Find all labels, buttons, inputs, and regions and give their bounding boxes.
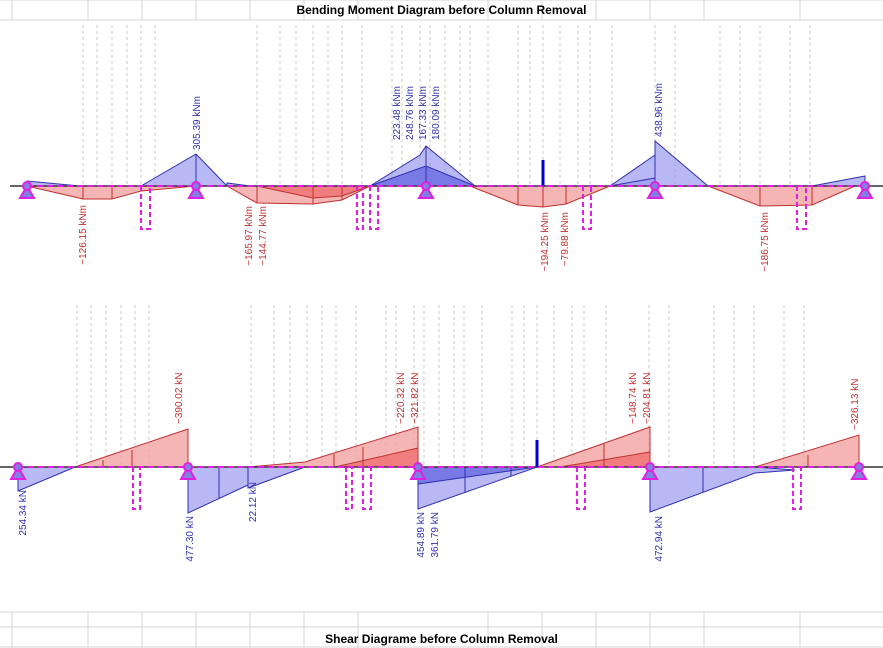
shear-diagram [0, 426, 883, 514]
column-stub [369, 186, 379, 230]
pin-support-icon [856, 181, 874, 199]
shear-negative-region [754, 434, 860, 468]
column-stub [796, 186, 807, 230]
moment-label: 438.96 kNm [654, 83, 665, 137]
shear-positive-region [649, 466, 796, 513]
moment-label: −194.25 kNm [540, 212, 551, 272]
shear-label: −326.13 kN [850, 379, 861, 430]
moment-label: −126.15 kNm [78, 205, 89, 265]
moment-label: 167.33 kNm [418, 86, 429, 140]
moment-label: −186.75 kNm [760, 212, 771, 272]
moment-label: 248.76 kNm [405, 86, 416, 140]
pin-support-icon [409, 462, 427, 480]
pin-support-icon [646, 181, 664, 199]
pin-support-icon [187, 181, 205, 199]
pin-support-icon [18, 181, 36, 199]
column-stub [792, 467, 802, 510]
moment-negative-region [469, 185, 611, 208]
column-stub [132, 467, 141, 510]
shear-label: −148.74 kN [628, 373, 639, 424]
moment-label: −144.77 kNm [258, 206, 269, 266]
moment-diagram-title: Bending Moment Diagram before Column Rem… [296, 3, 587, 17]
pin-support-icon [179, 462, 197, 480]
moment-positive-region [811, 175, 866, 187]
column-stub [140, 186, 151, 230]
shear-label: 22.12 kN [248, 482, 259, 522]
shear-label: −220.32 kN [396, 373, 407, 424]
moment-positive-region [139, 153, 229, 187]
moment-positive-region [608, 139, 710, 187]
column-stub [576, 467, 586, 510]
shear-label: 361.79 kN [430, 512, 441, 558]
shear-label: 477.30 kN [185, 516, 196, 562]
gridlines-dashed [76, 25, 811, 467]
moment-label: −79.88 kNm [560, 212, 571, 266]
column-stub [582, 186, 592, 230]
pin-support-icon [9, 462, 27, 480]
moment-negative-region [707, 185, 856, 207]
shear-label: −321.82 kN [410, 373, 421, 424]
moment-label: 180.09 kNm [431, 86, 442, 140]
moment-label: −165.97 kNm [244, 206, 255, 266]
pin-support-icon [641, 462, 659, 480]
shear-positive-region [17, 466, 76, 492]
shear-label: −204.81 kN [642, 373, 653, 424]
column-stub [345, 467, 353, 510]
column-stub [362, 467, 372, 510]
pin-support-icon [417, 181, 435, 199]
shear-label: 472.94 kN [654, 516, 665, 562]
moment-label: 305.39 kNm [192, 96, 203, 150]
shear-label: 454.89 kN [416, 512, 427, 558]
shear-label: −390.02 kN [174, 373, 185, 424]
shear-label: 254.34 kN [18, 490, 29, 536]
moment-diagram [10, 139, 883, 230]
pin-support-icon [850, 462, 868, 480]
shear-diagram-title: Shear Diagrame before Column Removal [325, 632, 558, 646]
moment-label: 223.48 kNm [392, 86, 403, 140]
shear-positive-region [187, 466, 249, 514]
